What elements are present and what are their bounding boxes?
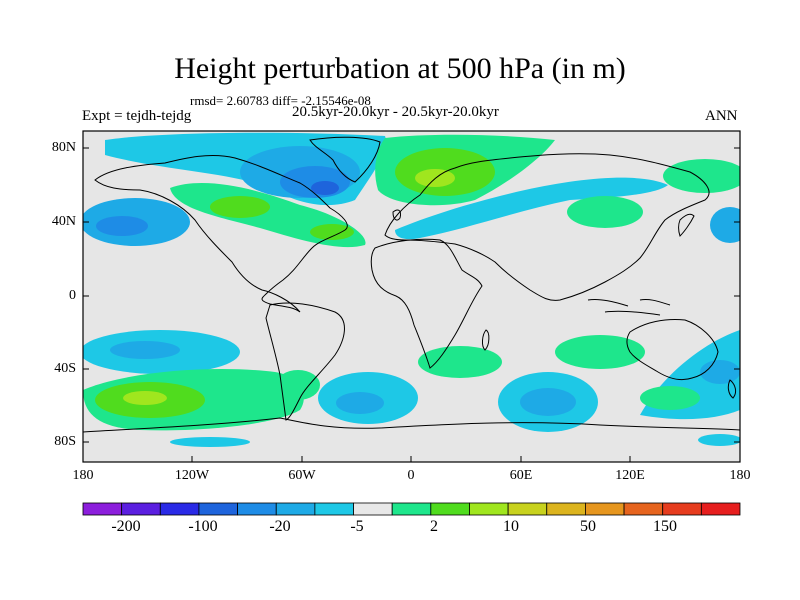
experiment-label: Expt = tejdh-tejdg (82, 108, 192, 124)
colorbar-swatch (546, 502, 586, 516)
colorbar-swatch (507, 502, 548, 516)
lat-label: 80N (51, 140, 76, 155)
axis-ticks (82, 147, 741, 462)
colorbar-label: 10 (503, 518, 519, 535)
lon-label: 120W (174, 468, 210, 483)
colorbar-label: -5 (350, 518, 364, 535)
colorbar-swatch (275, 502, 316, 516)
stats-text: rmsd= 2.60783 diff= -2.15546e-08 (190, 93, 371, 108)
colorbar-swatch (585, 502, 625, 516)
plot-title: Height perturbation at 500 hPa (in m) (174, 52, 626, 85)
colorbar-swatch (237, 502, 277, 516)
colorbar-label: 150 (653, 518, 677, 535)
lon-label: 180 (72, 468, 94, 483)
colorbar-swatch (700, 502, 741, 516)
colorbar-swatch (314, 502, 354, 516)
colorbar-swatch (623, 502, 664, 516)
colorbar-swatch (121, 502, 161, 516)
lon-label: 60W (288, 468, 316, 483)
colorbar-label: 2 (430, 518, 438, 535)
colorbar-swatch (353, 502, 393, 516)
lat-label: 0 (69, 288, 76, 303)
season-label: ANN (705, 108, 738, 124)
colorbar-label: -200 (111, 518, 141, 535)
colorbar-label: -100 (188, 518, 218, 535)
colorbar-swatch (662, 502, 702, 516)
lon-label: 180 (729, 468, 751, 483)
colorbar-swatch (469, 502, 509, 516)
lat-label: 80S (54, 434, 76, 449)
lat-label: 40N (51, 214, 76, 229)
period-label: 20.5kyr-20.0kyr - 20.5kyr-20.0kyr (292, 104, 499, 120)
colorbar-swatch (198, 502, 238, 516)
lon-label: 0 (407, 468, 415, 483)
colorbar-swatch (82, 502, 123, 516)
coastlines (83, 136, 740, 433)
colorbar-label: 50 (580, 518, 596, 535)
colorbar-swatch (430, 502, 470, 516)
colorbar-label: -20 (269, 518, 291, 535)
colorbar-swatch (391, 502, 432, 516)
lat-label: 40S (54, 361, 76, 376)
anomaly-contours (83, 132, 740, 447)
colorbar-swatch (159, 502, 200, 516)
lon-label: 60E (509, 468, 533, 483)
colorbar (82, 502, 741, 516)
lon-label: 120E (615, 468, 645, 483)
